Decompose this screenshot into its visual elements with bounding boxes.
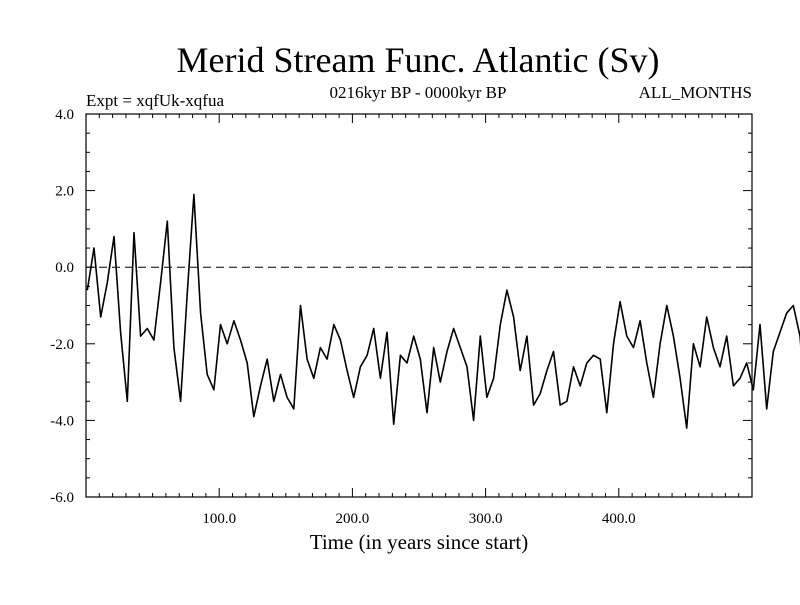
y-tick-label: -2.0 xyxy=(50,337,74,353)
y-tick-label: 4.0 xyxy=(55,107,74,123)
y-tick-label: -4.0 xyxy=(50,413,74,429)
y-tick-label: 2.0 xyxy=(55,184,74,200)
x-axis-title: Time (in years since start) xyxy=(310,530,529,554)
x-tick-label: 300.0 xyxy=(469,511,503,527)
series-line-0 xyxy=(86,193,800,429)
chart-title: Merid Stream Func. Atlantic (Sv) xyxy=(177,40,660,80)
x-tick-label: 400.0 xyxy=(602,511,636,527)
x-tick-label: 100.0 xyxy=(202,511,236,527)
subtitle-period: 0216kyr BP - 0000kyr BP xyxy=(330,83,507,102)
subtitle-experiment: Expt = xqfUk-xqfua xyxy=(86,91,224,110)
y-tick-label: -6.0 xyxy=(50,490,74,506)
subtitle-months: ALL_MONTHS xyxy=(639,83,752,102)
axis-ticks xyxy=(85,113,753,498)
y-tick-label: 0.0 xyxy=(55,260,74,276)
x-tick-label: 200.0 xyxy=(336,511,370,527)
tick-labels: 4.0 2.0 0.0 -2.0 -4.0 -6.0 100.0 200.0 300.0 400.… xyxy=(50,107,635,527)
